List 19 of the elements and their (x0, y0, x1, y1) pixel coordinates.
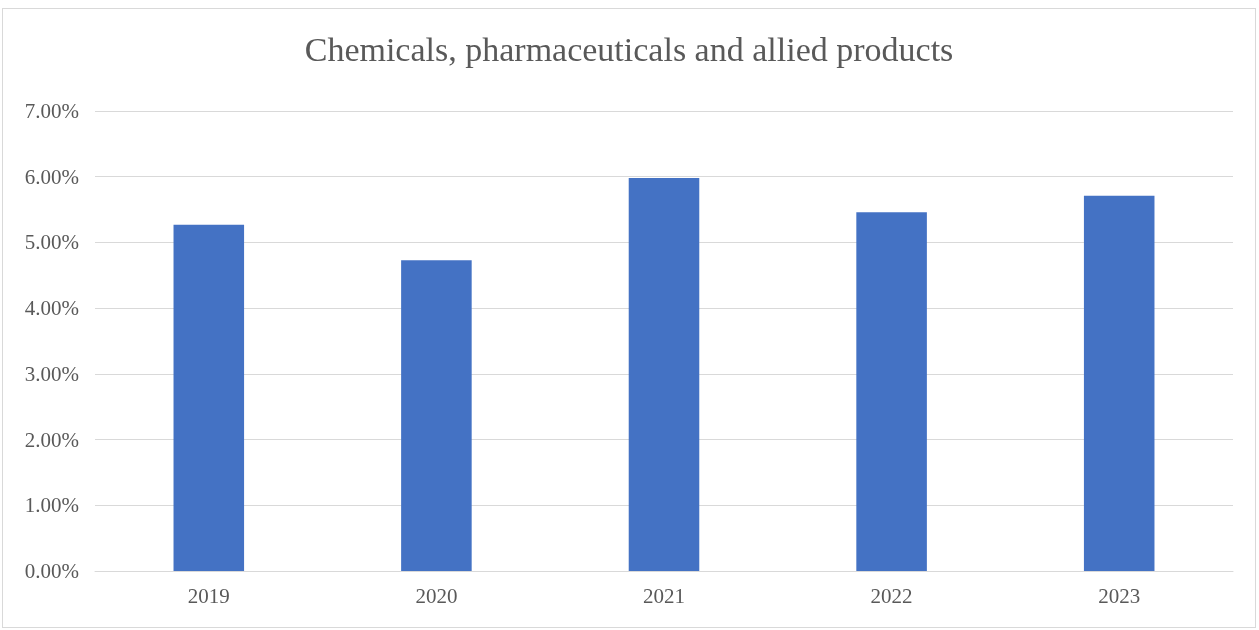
y-tick-label: 5.00% (24, 230, 79, 255)
bar (628, 178, 700, 571)
bar (401, 260, 472, 571)
y-tick-label: 0.00% (24, 559, 79, 583)
x-tick-label: 2022 (870, 583, 913, 608)
x-tick-label: 2020 (415, 583, 458, 608)
bar (173, 224, 245, 571)
bar (856, 212, 927, 571)
y-tick-label: 1.00% (24, 493, 79, 518)
y-tick-label: 6.00% (24, 164, 79, 189)
bar (1083, 195, 1155, 571)
y-tick-label: 2.00% (24, 427, 79, 452)
chart-title: Chemicals, pharmaceuticals and allied products (304, 30, 954, 68)
x-tick-label: 2019 (187, 583, 230, 608)
y-tick-label: 3.00% (24, 361, 79, 386)
y-tick-label: 7.00% (24, 99, 79, 123)
x-tick-label: 2023 (1098, 583, 1141, 608)
x-tick-label: 2021 (643, 583, 685, 608)
y-tick-label: 4.00% (24, 296, 79, 321)
